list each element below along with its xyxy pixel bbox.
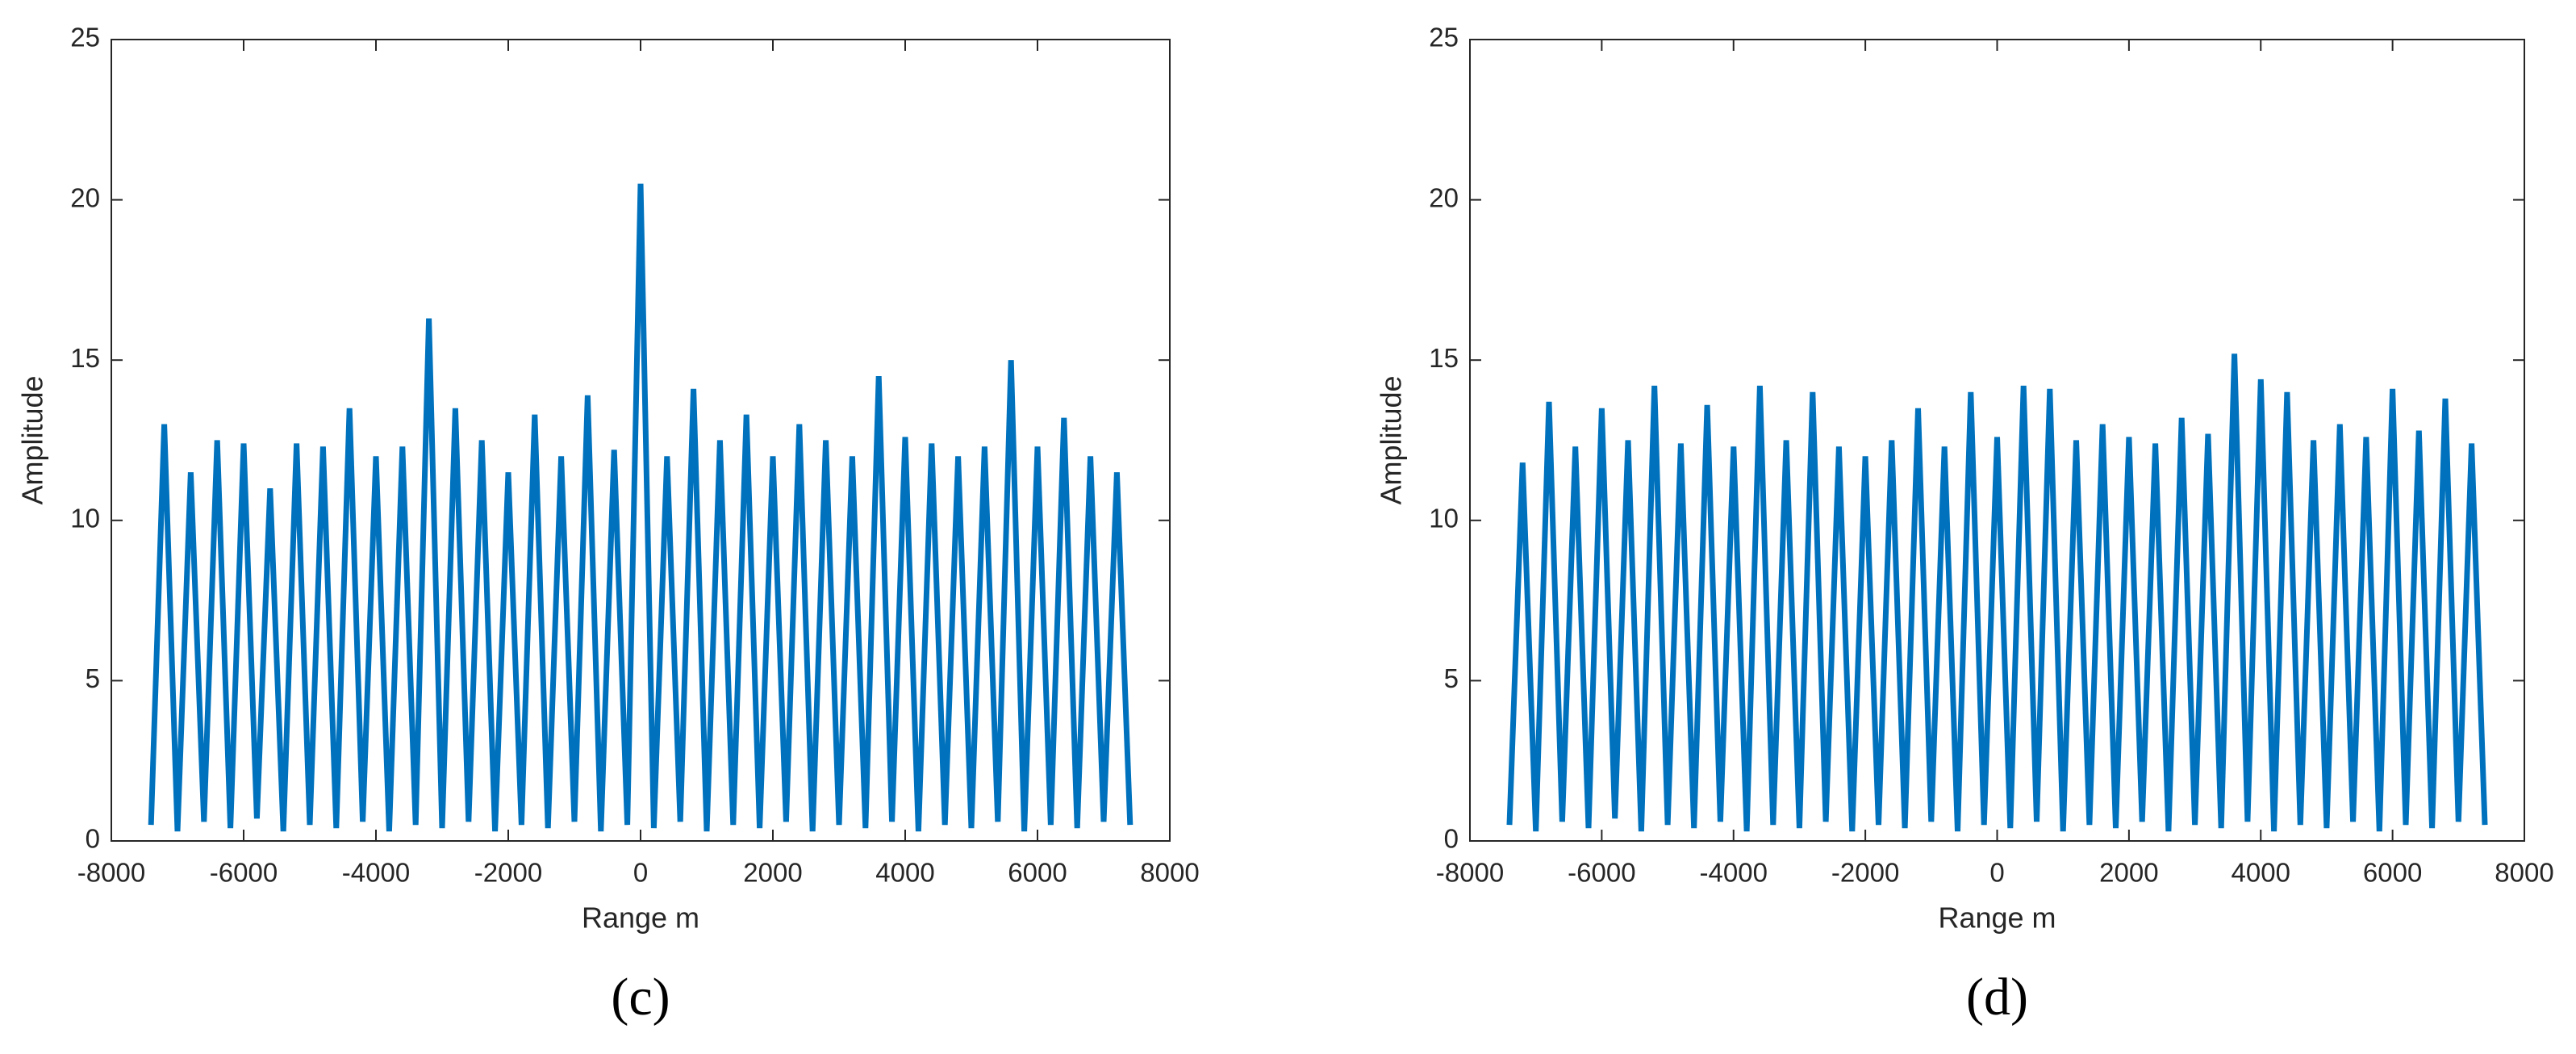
- x-tick-label: -6000: [1568, 858, 1635, 888]
- y-tick-label: 10: [70, 504, 100, 533]
- y-tick-label: 25: [70, 23, 100, 52]
- data-line: [148, 183, 1134, 832]
- x-tick-label: 4000: [875, 858, 934, 888]
- y-axis-label: Amplitude: [16, 375, 49, 504]
- y-tick-label: 15: [70, 343, 100, 373]
- y-tick-label: 0: [1444, 824, 1459, 854]
- y-tick-label: 15: [1429, 343, 1459, 373]
- y-tick-label: 5: [86, 663, 100, 693]
- panel-label: (d): [1966, 968, 2028, 1027]
- x-tick-label: 6000: [2363, 858, 2422, 888]
- y-tick-label: 20: [1429, 182, 1459, 212]
- x-tick-label: -6000: [210, 858, 278, 888]
- x-axis-label: Range m: [1938, 901, 2056, 935]
- x-tick-label: 2000: [743, 858, 802, 888]
- y-tick-label: 10: [1429, 504, 1459, 533]
- y-tick-label: 0: [86, 824, 100, 854]
- y-axis-label: Amplitude: [1375, 375, 1408, 504]
- x-tick-label: -4000: [342, 858, 410, 888]
- y-tick-label: 5: [1444, 663, 1459, 693]
- x-tick-label: 6000: [1008, 858, 1067, 888]
- y-tick-label: 20: [70, 182, 100, 212]
- x-tick-label: -4000: [1700, 858, 1768, 888]
- data-line: [1506, 353, 2488, 832]
- x-tick-label: 0: [633, 858, 648, 888]
- x-tick-label: -8000: [77, 858, 145, 888]
- x-tick-label: -2000: [1831, 858, 1899, 888]
- x-tick-label: 0: [1989, 858, 2004, 888]
- x-tick-label: 8000: [1140, 858, 1199, 888]
- x-tick-label: 4000: [2232, 858, 2290, 888]
- panel-label: (c): [611, 968, 670, 1027]
- x-tick-label: -2000: [474, 858, 542, 888]
- x-tick-label: 2000: [2099, 858, 2158, 888]
- x-tick-label: 8000: [2495, 858, 2553, 888]
- x-tick-label: -8000: [1436, 858, 1504, 888]
- x-axis-label: Range m: [582, 901, 699, 935]
- y-tick-label: 25: [1429, 23, 1459, 52]
